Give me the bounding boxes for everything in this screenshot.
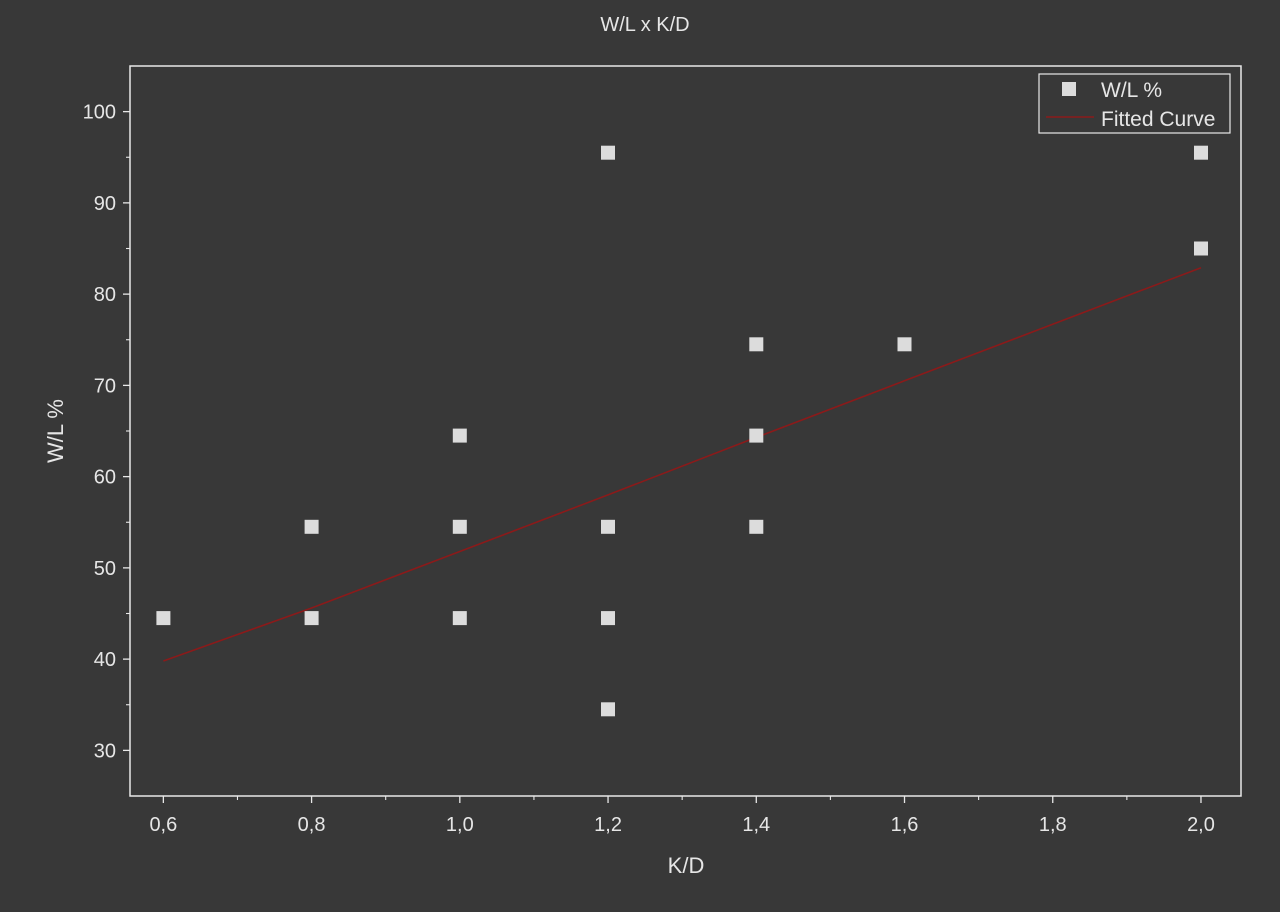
x-tick-label: 0,6 <box>149 814 177 836</box>
y-axis-label: W/L % <box>43 399 68 463</box>
x-axis-ticks: 0,6 0,8 1,0 1,2 1,4 1,6 1,8 2,0 <box>149 796 1215 836</box>
scatter-point <box>749 337 764 352</box>
legend: W/L % Fitted Curve <box>1038 73 1231 134</box>
y-tick-label: 90 <box>94 193 116 215</box>
y-tick-label: 40 <box>94 649 116 671</box>
legend-box <box>1038 73 1231 134</box>
scatter-point <box>452 428 467 443</box>
y-tick-label: 70 <box>94 375 116 397</box>
x-tick-label: 1,4 <box>742 814 770 836</box>
legend-label-scatter: W/L % <box>1101 79 1162 102</box>
scatter-point <box>1194 145 1208 160</box>
x-axis-label: K/D <box>668 853 705 878</box>
x-tick-label: 2,0 <box>1187 814 1215 836</box>
scatter-point <box>601 702 615 717</box>
scatter-point <box>304 519 319 534</box>
scatter-point <box>749 519 764 534</box>
x-tick-label: 1,8 <box>1039 814 1067 836</box>
legend-label-fit: Fitted Curve <box>1101 108 1215 131</box>
y-tick-label: 80 <box>94 284 116 306</box>
scatter-point <box>1194 241 1208 256</box>
chart-title: W/L x K/D <box>600 14 689 36</box>
x-tick-label: 1,6 <box>891 814 919 836</box>
scatter-point <box>601 519 615 534</box>
y-axis-ticks: 30 40 50 60 70 80 90 100 <box>83 102 130 762</box>
fitted-curve-layer <box>163 266 1202 662</box>
scatter-point <box>452 519 467 534</box>
y-tick-label: 50 <box>94 558 116 580</box>
scatter-point <box>749 428 764 443</box>
fitted-curve-line <box>163 266 1202 662</box>
x-tick-label: 1,2 <box>594 814 622 836</box>
x-tick-label: 0,8 <box>298 814 326 836</box>
scatter-points-layer <box>156 145 1208 717</box>
scatter-point <box>156 611 171 626</box>
y-tick-label: 30 <box>94 740 116 762</box>
scatter-point <box>304 611 319 626</box>
scatter-point <box>601 611 615 626</box>
x-tick-label: 1,0 <box>446 814 474 836</box>
plot-frame <box>129 65 1242 797</box>
y-tick-label: 100 <box>83 102 116 124</box>
scatter-point <box>452 611 467 626</box>
scatter-point <box>601 145 615 160</box>
y-tick-label: 60 <box>94 467 116 489</box>
legend-marker-square <box>1062 82 1076 96</box>
scatter-point <box>897 337 912 352</box>
